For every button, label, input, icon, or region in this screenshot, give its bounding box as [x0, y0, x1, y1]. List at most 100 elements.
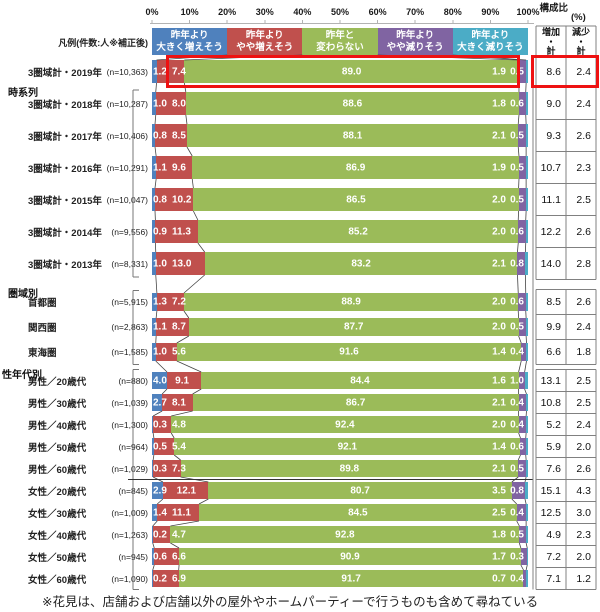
decrease-total-cell: 2.5: [576, 193, 591, 206]
bar-segment-4: [518, 416, 527, 433]
bar-segment-4: [518, 156, 527, 179]
row-name: 女性／30歳代: [28, 508, 87, 520]
legend-item-4: 昨年より やや減りそう: [377, 28, 453, 55]
bar-value-label: 1.0: [153, 346, 167, 358]
bar-segment-3: [199, 504, 517, 521]
bar-segment-2: [152, 526, 171, 543]
bar-value-label: 1.6: [492, 375, 506, 386]
bar-value-label: 1.9: [492, 66, 506, 77]
bar-segment-2: [162, 482, 209, 499]
bar-value-label: 7.3: [172, 463, 186, 474]
increase-total-cell: 5.9: [546, 440, 561, 453]
bar-value-label: 1.2: [153, 66, 167, 77]
bar-row: 2.7 8.1 86.7 2.1 0.4: [152, 394, 528, 411]
bar-segment-1: [152, 482, 163, 499]
bar-segment-3: [176, 343, 522, 361]
bar-segment-3: [183, 293, 519, 311]
increase-total-cell: 7.2: [546, 550, 561, 563]
axis-tick-label: 80%: [443, 7, 462, 17]
increase-total-cell: 7.6: [546, 462, 561, 475]
bar-row: 1.4 11.1 84.5 2.5 0.4: [152, 504, 528, 521]
bar-value-label: 1.0: [510, 375, 524, 386]
decrease-total-cell: 2.0: [576, 550, 591, 563]
legend-item-line: 大きく減りそう: [457, 42, 524, 53]
group-label-region: 圏域別: [8, 289, 38, 300]
legend-caption: 凡例(件数:人※補正後): [58, 38, 148, 48]
bar-value-label: 3.5: [492, 485, 506, 496]
bar-segment-2: [155, 124, 187, 147]
bar-segment-3: [192, 156, 519, 179]
decrease-total-cell: 3.0: [576, 506, 591, 519]
bar-value-label: 12.1: [176, 485, 197, 496]
bar-segment-5: [526, 124, 528, 147]
row-sample-size: (n=1,585): [111, 347, 148, 357]
bar-value-label: 92.8: [335, 529, 355, 540]
bar-value-label: 1.4: [492, 346, 506, 358]
decrease-total-cell: 1.8: [576, 346, 591, 358]
bar-value-label: 1.1: [153, 321, 167, 333]
row-name: 3圏域計・2017年: [28, 131, 102, 143]
bar-value-label: 1.1: [153, 162, 167, 173]
bar-value-label: 1.0: [153, 258, 167, 269]
row-sample-size: (n=10,287): [106, 98, 148, 109]
row-name: 3圏域計・2014年: [28, 227, 102, 239]
bar-segment-1: [152, 318, 157, 336]
bar-value-label: 11.3: [172, 226, 191, 237]
bar-row: 1.0 5.6 91.6 1.4 0.4: [152, 343, 528, 361]
bar-segment-3: [204, 252, 518, 275]
bar-segment-4: [523, 570, 527, 587]
row-label: 東海圏 (n=1,585): [28, 343, 148, 361]
row-sample-size: (n=945): [118, 551, 148, 562]
group-label-gender-age: 性年代別: [2, 370, 42, 381]
header-line: 増加: [541, 27, 560, 37]
row-sample-size: (n=1,029): [111, 463, 148, 474]
bar-segment-3: [197, 220, 519, 243]
decrease-total-cell: 4.3: [576, 484, 591, 497]
bar-value-label: 4.8: [172, 419, 186, 430]
bar-segment-2: [157, 504, 199, 521]
bar-segment-5: [526, 188, 528, 211]
bar-value-label: 2.5: [492, 507, 506, 518]
bar-segment-3: [174, 438, 521, 455]
bar-value-label: 87.7: [343, 321, 364, 333]
axis-tick-label: 50%: [330, 7, 349, 17]
bar-segment-2: [152, 570, 179, 587]
bar-segment-2: [153, 438, 175, 455]
bar-value-label: 89.8: [339, 463, 360, 474]
row-label: 女性／50歳代 (n=945): [28, 548, 148, 565]
axis-tick-label: 0%: [145, 7, 159, 17]
row-label: 男性／20歳代 (n=880): [28, 372, 148, 389]
legend-item-line: 昨年より: [245, 30, 284, 41]
bar-row: 0.2 4.7 92.8 1.8 0.5: [152, 526, 528, 543]
bar-row: 1.3 7.2 88.9 2.0 0.6: [152, 293, 528, 311]
bar-segment-5: [526, 343, 528, 361]
bar-value-label: 90.9: [340, 551, 360, 562]
bar-value-label: 0.5: [510, 321, 524, 333]
bar-value-label: 5.4: [172, 441, 186, 452]
bar-segment-3: [178, 570, 524, 587]
bar-value-label: 0.5: [510, 194, 524, 205]
header-line: 減少: [571, 27, 590, 37]
bar-value-label: 91.7: [341, 573, 361, 584]
bar-value-label: 1.8: [492, 98, 506, 109]
bar-segment-4: [520, 548, 528, 565]
bar-segment-1: [152, 416, 154, 433]
bar-value-label: 2.1: [492, 397, 506, 408]
footnote: ※花見は、店舗および店舗以外の屋外やホームパーティーで行うものも含めて尋ねている: [42, 595, 539, 609]
bar-segment-2: [167, 372, 202, 389]
row-sample-size: (n=10,363): [106, 66, 148, 77]
increase-total-cell: 9.9: [546, 321, 561, 333]
bar-segment-5: [525, 220, 528, 243]
bar-segment-4: [517, 252, 526, 275]
decrease-total-cell: 2.6: [576, 462, 591, 475]
row-sample-size: (n=880): [118, 375, 148, 386]
increase-total-cell: 7.1: [546, 572, 561, 585]
bar-value-label: 83.2: [351, 258, 371, 269]
bar-segment-5: [526, 526, 528, 543]
bar-segment-4: [518, 372, 525, 389]
bar-segment-1: [152, 92, 156, 115]
bar-row: 0.8 10.2 86.5 2.0 0.5: [152, 188, 528, 211]
bar-segment-4: [518, 92, 526, 115]
bar-value-label: 8.1: [172, 397, 186, 408]
bar-value-label: 92.1: [337, 441, 358, 452]
